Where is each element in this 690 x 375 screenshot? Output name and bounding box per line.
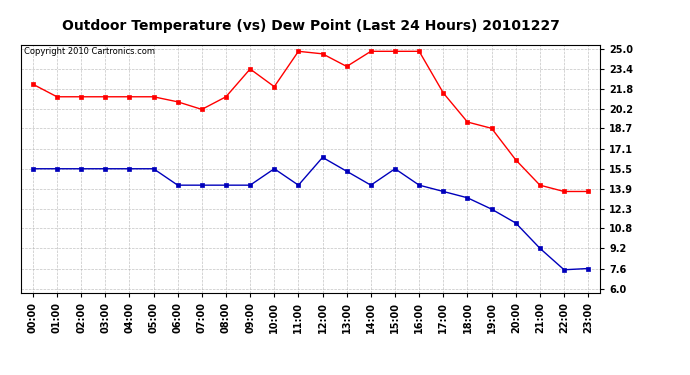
Text: Outdoor Temperature (vs) Dew Point (Last 24 Hours) 20101227: Outdoor Temperature (vs) Dew Point (Last… xyxy=(61,19,560,33)
Text: Copyright 2010 Cartronics.com: Copyright 2010 Cartronics.com xyxy=(23,48,155,57)
